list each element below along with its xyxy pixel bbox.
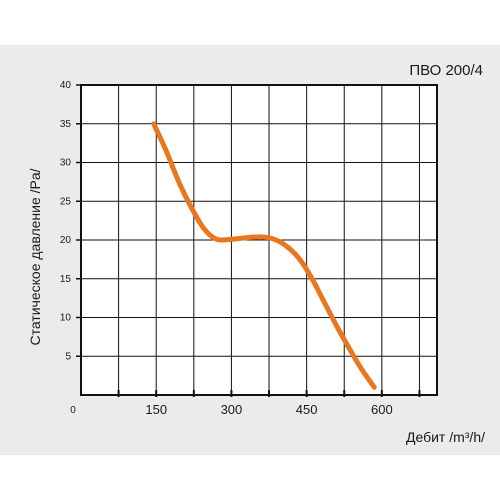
x-tick-label: 300 xyxy=(221,402,243,417)
y-tick-label: 25 xyxy=(60,196,72,207)
y-tick-label: 10 xyxy=(60,313,72,324)
x-tick-label: 450 xyxy=(296,402,318,417)
y-tick-label: 20 xyxy=(60,235,72,246)
y-tick-label: 30 xyxy=(60,158,72,169)
x-axis-label: Дебит /m³/h/ xyxy=(406,429,485,445)
y-axis-label: Статическое давление /Pa/ xyxy=(27,168,43,345)
x-tick-label: 0 xyxy=(70,405,76,416)
x-tick-label: 600 xyxy=(371,402,393,417)
y-tick-label: 40 xyxy=(60,80,72,91)
axis-ticks xyxy=(76,84,421,397)
series-line-pressure-curve xyxy=(151,121,377,390)
tick-labels: 5 10 15 20 25 30 35 40 0 150 300 450 600 xyxy=(60,80,393,417)
y-tick-label: 35 xyxy=(60,119,72,130)
grid xyxy=(81,85,437,395)
y-tick-label: 5 xyxy=(65,351,71,362)
y-tick-label: 15 xyxy=(60,274,72,285)
x-tick-label: 150 xyxy=(145,402,167,417)
chart-title: ПВО 200/4 xyxy=(409,62,483,79)
